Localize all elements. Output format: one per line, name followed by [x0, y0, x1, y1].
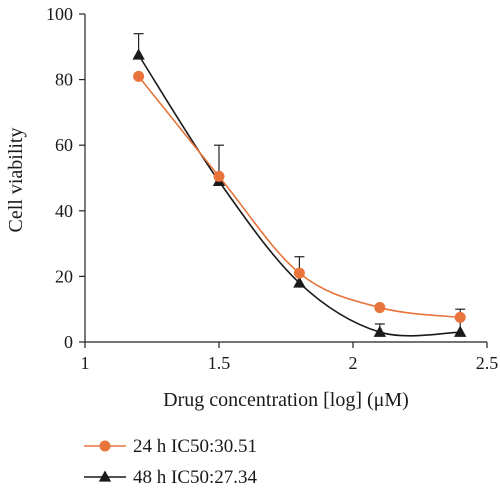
y-tick-label: 80	[55, 70, 73, 90]
y-tick-label: 20	[55, 266, 73, 286]
data-point-series-2	[454, 325, 467, 337]
series-line-1	[137, 75, 461, 319]
data-point-series-1	[133, 70, 145, 82]
data-point-series-1	[374, 302, 386, 314]
legend-label-2: 48 h IC50:27.34	[133, 467, 258, 488]
series-line-2	[137, 54, 461, 337]
y-tick-label: 60	[55, 135, 73, 155]
x-tick-label: 1	[81, 353, 90, 373]
x-tick-label: 1.5	[208, 353, 231, 373]
x-tick-label: 2.5	[476, 353, 499, 373]
legend: 24 h IC50:30.51 48 h IC50:27.34	[84, 436, 258, 488]
data-point-series-1	[454, 311, 466, 323]
x-axis-label: Drug concentration [log] (μM)	[163, 389, 409, 411]
x-tick-label: 2	[349, 353, 358, 373]
y-tick-label: 0	[64, 332, 73, 352]
legend-marker-1	[99, 440, 111, 452]
y-tick-label: 100	[46, 4, 73, 24]
y-tick-label: 40	[55, 201, 73, 221]
data-point-series-2	[293, 276, 306, 288]
data-point-series-2	[373, 325, 386, 337]
y-axis-label: Cell viability	[5, 128, 27, 233]
data-point-series-1	[293, 267, 305, 279]
legend-label-1: 24 h IC50:30.51	[133, 436, 257, 457]
data-point-series-2	[132, 48, 145, 60]
data-point-series-1	[213, 170, 225, 182]
legend-marker-2	[98, 470, 112, 482]
